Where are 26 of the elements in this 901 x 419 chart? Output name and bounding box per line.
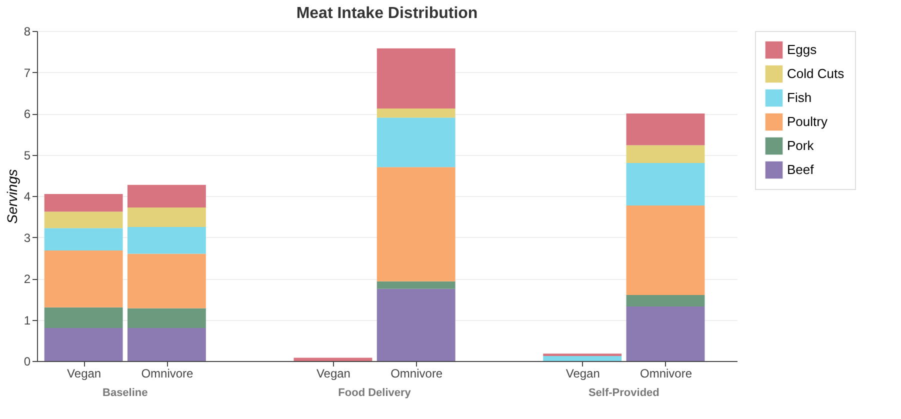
x-tick-label: Omnivore xyxy=(141,366,194,380)
y-axis-title: Servings xyxy=(4,169,20,224)
x-tick-label: Omnivore xyxy=(390,366,443,380)
text: Self-Provided xyxy=(588,387,660,399)
x-tick-label: Vegan xyxy=(316,366,350,380)
y-tick-label: 3 xyxy=(24,230,31,245)
text: Baseline xyxy=(102,387,148,399)
y-tick-label: 5 xyxy=(24,148,31,162)
legend-label: Beef xyxy=(787,162,814,177)
legend-label: Eggs xyxy=(787,42,818,57)
text: Food Delivery xyxy=(338,387,412,399)
x-tick-label: Omnivore xyxy=(640,366,692,380)
legend-label: Fish xyxy=(787,90,812,105)
legend-label: Cold Cuts xyxy=(787,66,845,81)
legend-label: Poultry xyxy=(787,114,828,129)
y-tick-label: 1 xyxy=(24,313,31,328)
y-tick-label: 6 xyxy=(24,107,31,121)
y-tick-label: 2 xyxy=(24,272,31,286)
y-tick-label: 0 xyxy=(24,354,31,368)
y-tick-label: 4 xyxy=(24,190,31,204)
x-tick-label: Vegan xyxy=(566,366,600,380)
chart-title: Meat Intake Distribution xyxy=(296,5,478,22)
legend-label: Pork xyxy=(787,138,814,153)
y-tick-label: 7 xyxy=(24,66,31,80)
x-tick-label: Vegan xyxy=(67,366,102,380)
y-tick-label: 8 xyxy=(24,24,31,38)
